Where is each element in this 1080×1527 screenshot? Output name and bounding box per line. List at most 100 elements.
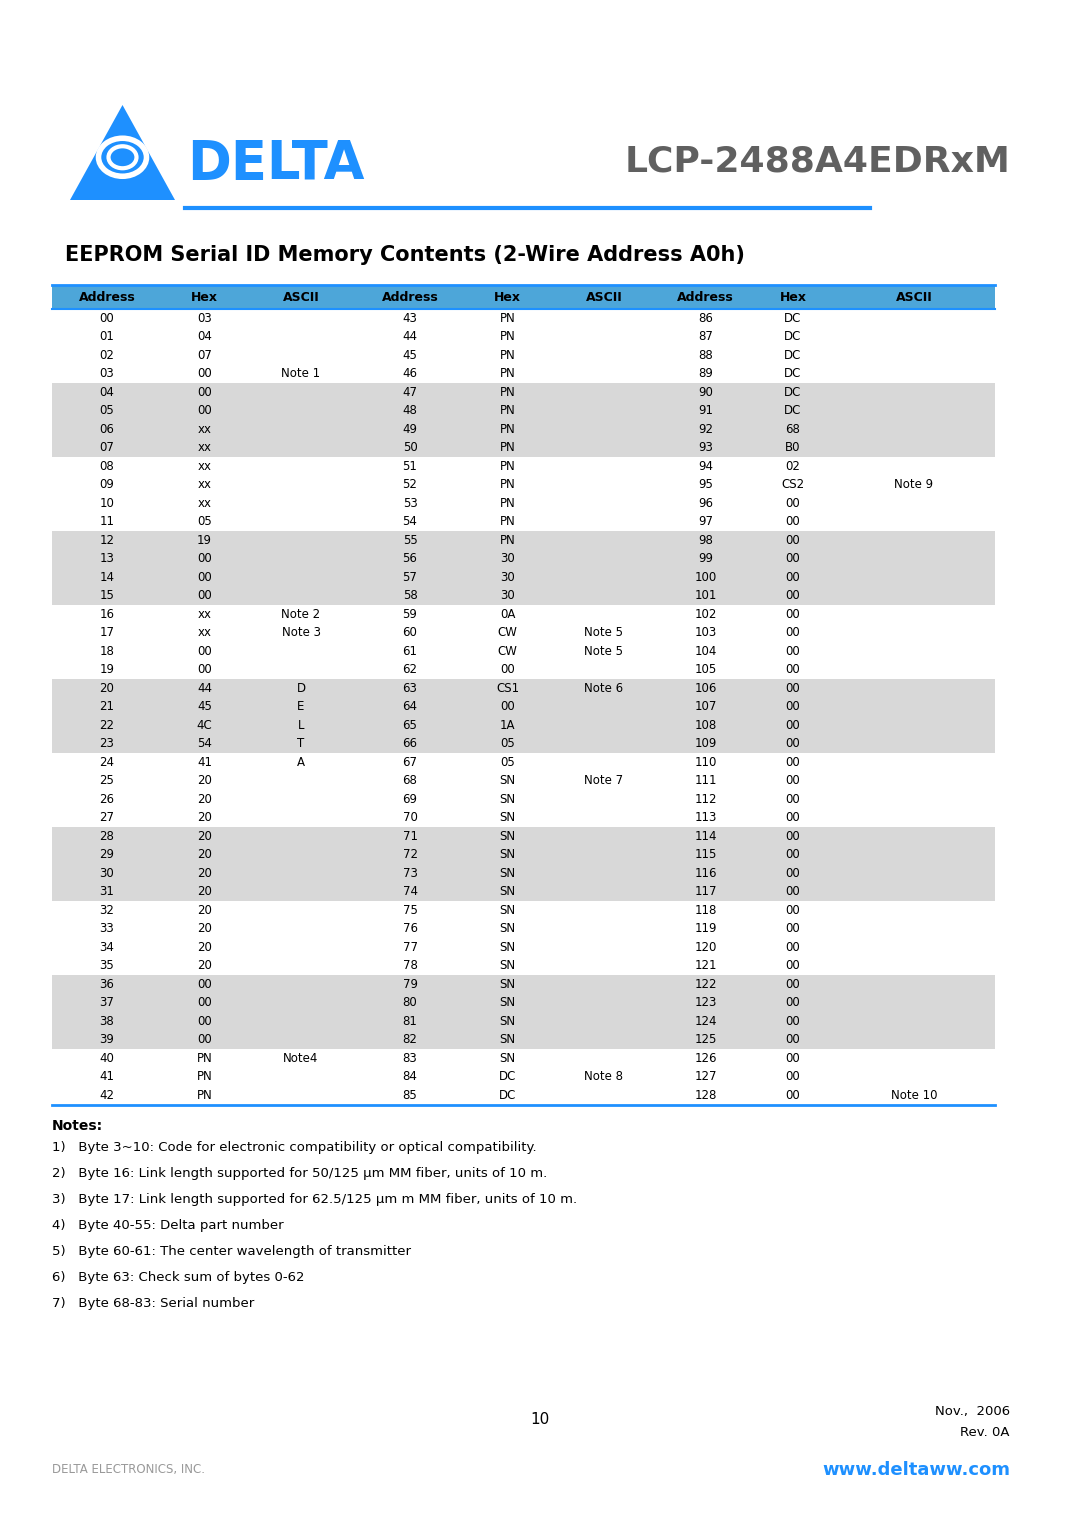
Text: 00: 00 bbox=[785, 496, 800, 510]
Text: SN: SN bbox=[499, 886, 515, 898]
Text: 01: 01 bbox=[99, 330, 114, 344]
Bar bbox=[52, 864, 995, 883]
Text: 00: 00 bbox=[785, 996, 800, 1009]
Text: 20: 20 bbox=[197, 793, 212, 806]
Text: B0: B0 bbox=[785, 441, 800, 455]
Text: 83: 83 bbox=[403, 1052, 417, 1064]
Text: 00: 00 bbox=[785, 1089, 800, 1102]
Text: SN: SN bbox=[499, 977, 515, 991]
Text: 02: 02 bbox=[785, 460, 800, 473]
Text: A: A bbox=[297, 756, 305, 768]
Bar bbox=[52, 623, 995, 641]
Text: 118: 118 bbox=[694, 904, 717, 916]
Text: Note 5: Note 5 bbox=[584, 644, 623, 658]
Text: 20: 20 bbox=[197, 904, 212, 916]
Text: DC: DC bbox=[784, 312, 801, 325]
Text: 00: 00 bbox=[198, 386, 212, 399]
Text: 73: 73 bbox=[403, 867, 418, 880]
Text: 111: 111 bbox=[694, 774, 717, 788]
Text: 60: 60 bbox=[403, 626, 418, 640]
Text: SN: SN bbox=[499, 774, 515, 788]
Text: 30: 30 bbox=[99, 867, 114, 880]
Text: Note 5: Note 5 bbox=[584, 626, 623, 640]
Text: 90: 90 bbox=[698, 386, 713, 399]
Text: DC: DC bbox=[784, 330, 801, 344]
Text: 113: 113 bbox=[694, 811, 717, 825]
Text: 12: 12 bbox=[99, 534, 114, 547]
Text: 00: 00 bbox=[198, 571, 212, 583]
Text: 94: 94 bbox=[698, 460, 713, 473]
Text: 00: 00 bbox=[198, 589, 212, 602]
Text: 80: 80 bbox=[403, 996, 417, 1009]
Text: 20: 20 bbox=[197, 849, 212, 861]
Bar bbox=[52, 1067, 995, 1086]
Text: 00: 00 bbox=[198, 663, 212, 676]
Text: 102: 102 bbox=[694, 608, 717, 621]
Text: xx: xx bbox=[198, 460, 212, 473]
Text: 120: 120 bbox=[694, 941, 717, 954]
Text: 78: 78 bbox=[403, 959, 418, 973]
Text: 107: 107 bbox=[694, 701, 717, 713]
Text: 10: 10 bbox=[530, 1412, 550, 1428]
Text: 54: 54 bbox=[403, 515, 418, 528]
Text: ASCII: ASCII bbox=[585, 290, 622, 304]
Text: 61: 61 bbox=[403, 644, 418, 658]
Text: Hex: Hex bbox=[494, 290, 521, 304]
Text: 98: 98 bbox=[698, 534, 713, 547]
Text: 20: 20 bbox=[197, 886, 212, 898]
Text: 71: 71 bbox=[403, 829, 418, 843]
Text: 00: 00 bbox=[785, 663, 800, 676]
Text: 48: 48 bbox=[403, 405, 418, 417]
Text: SN: SN bbox=[499, 941, 515, 954]
Text: DC: DC bbox=[499, 1070, 516, 1083]
Text: 00: 00 bbox=[785, 793, 800, 806]
Text: Note4: Note4 bbox=[283, 1052, 319, 1064]
Text: 05: 05 bbox=[500, 756, 515, 768]
Text: 00: 00 bbox=[198, 644, 212, 658]
Text: L: L bbox=[298, 719, 305, 731]
Bar bbox=[52, 1086, 995, 1104]
Text: 13: 13 bbox=[99, 553, 114, 565]
Text: xx: xx bbox=[198, 626, 212, 640]
Text: 00: 00 bbox=[500, 701, 515, 713]
Text: Address: Address bbox=[79, 290, 135, 304]
Text: 00: 00 bbox=[198, 977, 212, 991]
Text: 00: 00 bbox=[785, 904, 800, 916]
Text: 128: 128 bbox=[694, 1089, 717, 1102]
Bar bbox=[52, 586, 995, 605]
Text: 65: 65 bbox=[403, 719, 418, 731]
Text: 00: 00 bbox=[785, 1070, 800, 1083]
Bar bbox=[52, 1049, 995, 1067]
Text: 00: 00 bbox=[198, 1034, 212, 1046]
Bar bbox=[52, 605, 995, 623]
Polygon shape bbox=[70, 105, 175, 200]
Text: 42: 42 bbox=[99, 1089, 114, 1102]
Text: 30: 30 bbox=[500, 571, 515, 583]
Bar bbox=[52, 420, 995, 438]
Text: 00: 00 bbox=[785, 1052, 800, 1064]
Text: 1A: 1A bbox=[500, 719, 515, 731]
Text: 4)   Byte 40-55: Delta part number: 4) Byte 40-55: Delta part number bbox=[52, 1219, 284, 1232]
Text: 36: 36 bbox=[99, 977, 114, 991]
Text: Address: Address bbox=[381, 290, 438, 304]
Text: 110: 110 bbox=[694, 756, 717, 768]
Text: 19: 19 bbox=[197, 534, 212, 547]
Text: 30: 30 bbox=[500, 553, 515, 565]
Bar bbox=[52, 976, 995, 994]
Text: PN: PN bbox=[197, 1052, 213, 1064]
Text: 115: 115 bbox=[694, 849, 717, 861]
Text: 41: 41 bbox=[99, 1070, 114, 1083]
Text: 105: 105 bbox=[694, 663, 717, 676]
Text: PN: PN bbox=[197, 1070, 213, 1083]
Bar bbox=[52, 753, 995, 771]
Text: Note 3: Note 3 bbox=[282, 626, 321, 640]
Text: 70: 70 bbox=[403, 811, 418, 825]
Text: 117: 117 bbox=[694, 886, 717, 898]
Text: 41: 41 bbox=[197, 756, 212, 768]
Text: PN: PN bbox=[500, 515, 515, 528]
Text: 00: 00 bbox=[785, 756, 800, 768]
Text: PN: PN bbox=[500, 348, 515, 362]
Text: SN: SN bbox=[499, 1034, 515, 1046]
Text: 23: 23 bbox=[99, 738, 114, 750]
Text: 44: 44 bbox=[197, 681, 212, 695]
